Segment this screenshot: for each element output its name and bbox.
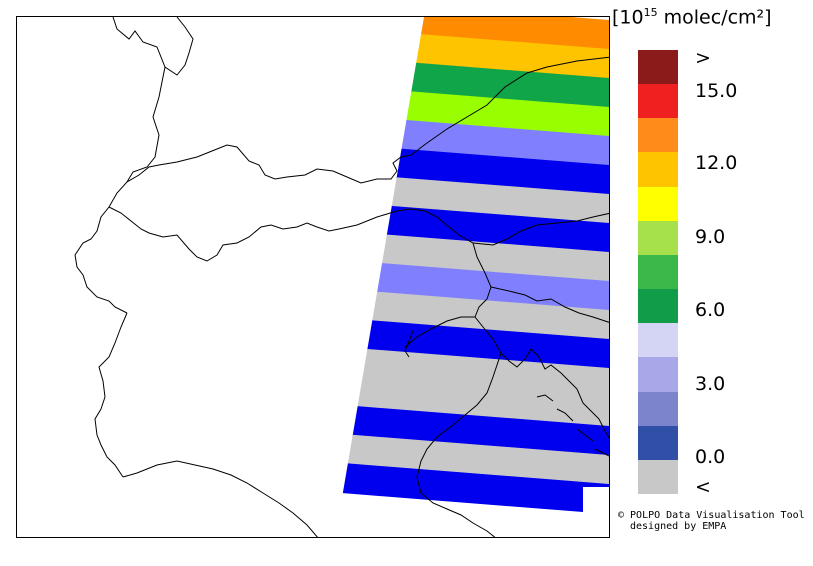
legend-swatch <box>638 254 678 290</box>
border-france-germany <box>112 17 194 76</box>
legend-swatch <box>638 118 678 153</box>
credit-text: © POLPO Data Visualisation Tool designed… <box>618 510 805 532</box>
legend-swatch <box>638 459 678 495</box>
swath-band-blue <box>335 435 609 518</box>
border-switzerland <box>126 144 412 184</box>
legend-label-9: 9.0 <box>695 226 726 248</box>
coastlines <box>122 316 609 537</box>
legend-swatch <box>638 289 678 324</box>
swath-band-grey <box>335 203 609 286</box>
border-slovenia-croatia <box>490 286 609 323</box>
legend-swatch <box>638 50 678 85</box>
swath-band-grey <box>335 145 609 228</box>
legend-label-6: 6.0 <box>695 299 726 321</box>
legend-swatch <box>638 152 678 188</box>
legend-label-15: 15.0 <box>695 80 738 102</box>
swath-band-light-blue <box>335 87 609 170</box>
border-switzerland-italy <box>108 206 340 262</box>
legend-swatch <box>638 84 678 119</box>
border-france-switzerland <box>74 66 166 314</box>
credit-line-1: © POLPO Data Visualisation Tool <box>618 510 805 521</box>
swath-band-blue <box>335 290 609 373</box>
swath-band-grey <box>335 319 609 402</box>
map-panel <box>16 16 610 538</box>
coast-lake-garda <box>404 330 414 358</box>
legend-swatch <box>638 425 678 461</box>
swath-band-grey <box>335 348 609 431</box>
legend-swatch <box>638 391 678 427</box>
coast-adriatic-italy <box>404 316 502 537</box>
swath-band-blue <box>335 174 609 257</box>
legend-label-0: 0.0 <box>695 446 726 468</box>
legend-swatch <box>638 220 678 256</box>
coast-islands <box>536 394 609 457</box>
legend-label-3: 3.0 <box>695 373 726 395</box>
swath-band-blue <box>335 377 609 460</box>
units-label: [1015 molec/cm²] <box>612 6 772 29</box>
swath-band-lime <box>335 58 609 141</box>
legend-label-below: < <box>695 476 711 498</box>
border-austria-italy <box>338 208 609 246</box>
swath-band-light-blue <box>335 232 609 315</box>
border-germany-austria <box>410 56 609 156</box>
coast-ligurian <box>122 460 318 537</box>
satellite-swath <box>335 17 609 518</box>
coast-istria-dalmatia <box>500 348 609 439</box>
border-italy-france <box>94 312 128 478</box>
credit-line-2: designed by EMPA <box>630 521 727 532</box>
swath-band-green <box>335 29 609 112</box>
swath-band-amber <box>335 17 609 83</box>
country-borders <box>74 17 609 478</box>
legend-label-12: 12.0 <box>695 152 738 174</box>
swath-band-orange <box>335 17 609 54</box>
legend-swatch <box>638 186 678 222</box>
swath-band-grey <box>335 406 609 489</box>
swath-band-blue <box>335 116 609 199</box>
swath-band-grey <box>335 261 609 344</box>
legend-label-above: > <box>695 47 711 69</box>
no2-column-map <box>74 17 609 537</box>
legend-swatch <box>638 323 678 358</box>
legend-swatch <box>638 357 678 393</box>
